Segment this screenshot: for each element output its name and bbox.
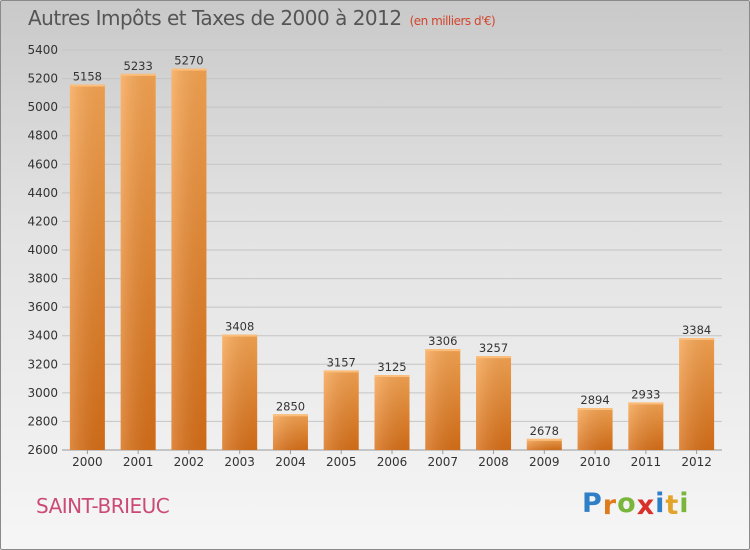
bar-top-edge (374, 375, 410, 377)
bar-value-label: 2850 (276, 399, 305, 413)
bar-highlight (222, 334, 258, 450)
bar-highlight (374, 375, 410, 450)
bar-2006 (374, 375, 410, 450)
bar-highlight (272, 414, 308, 450)
y-tick-label: 4200 (27, 214, 58, 228)
bar-2002 (171, 68, 207, 451)
bar-top-edge (679, 338, 715, 340)
x-tick-label: 2010 (580, 455, 611, 469)
bar-highlight (120, 73, 156, 450)
x-tick-label: 2000 (72, 455, 103, 469)
bar-highlight (476, 356, 512, 450)
x-tick-label: 2007 (427, 455, 458, 469)
bar-2009 (526, 438, 562, 450)
x-tick-label: 2011 (631, 455, 662, 469)
bar-value-label: 5270 (174, 54, 203, 68)
bar-2003 (222, 334, 258, 450)
bar-highlight (526, 438, 562, 450)
chart-title: Autres Impôts et Taxes de 2000 à 2012 (en… (28, 6, 496, 30)
bar-highlight (577, 408, 613, 450)
chart-subtitle: (en milliers d'€) (409, 14, 496, 28)
x-axis: 2000 2001 2002 2003 2004 2005 2006 2007 2008 2009… (72, 450, 712, 469)
y-tick-label: 3400 (27, 329, 58, 343)
bar-highlight (323, 370, 359, 450)
bar-2001 (120, 73, 156, 450)
bar-top-edge (171, 68, 207, 71)
x-tick-label: 2001 (123, 455, 154, 469)
y-tick-label: 2600 (27, 443, 58, 457)
bar-top-edge (628, 402, 664, 405)
y-tick-label: 3000 (27, 386, 58, 400)
logo-letter: r (602, 490, 618, 521)
x-tick-label: 2009 (529, 455, 560, 469)
x-tick-label: 2006 (377, 455, 408, 469)
bar-value-label: 3257 (479, 341, 508, 355)
bar-highlight (171, 68, 207, 451)
bar-top-edge (476, 356, 512, 359)
y-tick-label: 5400 (27, 43, 58, 57)
y-tick-label: 5000 (27, 100, 58, 114)
bar-value-label: 5233 (124, 59, 153, 73)
bar-top-edge (69, 84, 105, 87)
bar-top-edge (222, 334, 258, 337)
bar-value-label: 5158 (73, 70, 102, 84)
bar-top-edge (120, 73, 156, 76)
bars: 5158 5233 5270 3408 2850 3157 3125 3306 3257 2678… (69, 54, 715, 451)
bar-highlight (425, 349, 461, 450)
x-tick-label: 2004 (275, 455, 306, 469)
y-tick-label: 3600 (27, 300, 58, 314)
bar-highlight (679, 338, 715, 450)
city-name: SAINT-BRIEUC (36, 494, 170, 518)
bar-top-edge (577, 408, 613, 410)
logo-letter: o (617, 488, 637, 519)
y-tick-label: 4600 (27, 157, 58, 171)
x-tick-label: 2003 (224, 455, 255, 469)
chart-title-text: Autres Impôts et Taxes de 2000 à 2012 (28, 6, 402, 30)
bar-2000 (69, 84, 105, 451)
bar-2005 (323, 370, 359, 450)
y-tick-label: 3800 (27, 272, 58, 286)
bar-highlight (628, 402, 664, 450)
y-tick-label: 2800 (27, 414, 58, 428)
y-tick-label: 4000 (27, 243, 58, 257)
y-tick-label: 3200 (27, 357, 58, 371)
bar-top-edge (526, 438, 562, 441)
bar-highlight (69, 84, 105, 451)
bar-top-edge (323, 370, 359, 373)
y-tick-label: 4400 (27, 186, 58, 200)
x-tick-label: 2002 (174, 455, 205, 469)
bar-value-label: 3125 (377, 360, 406, 374)
x-tick-label: 2012 (681, 455, 712, 469)
logo-letter: x (636, 490, 656, 521)
bar-value-label: 3384 (682, 323, 711, 337)
bar-2007 (425, 349, 461, 450)
bar-2012 (679, 338, 715, 450)
x-tick-label: 2005 (326, 455, 357, 469)
y-tick-label: 4800 (27, 129, 58, 143)
logo-letter: P (582, 488, 603, 519)
y-tick-label: 5200 (27, 72, 58, 86)
logo-letter: i (655, 488, 666, 519)
bar-value-label: 3306 (428, 334, 457, 348)
bar-2004 (272, 414, 308, 450)
bar-top-edge (272, 414, 308, 417)
bar-2010 (577, 408, 613, 450)
logo-letter: i (679, 488, 690, 519)
bar-value-label: 2933 (631, 387, 660, 401)
bar-value-label: 3408 (225, 320, 254, 334)
bar-2008 (476, 356, 512, 450)
proxiti-logo: Proxiti (582, 488, 690, 521)
bar-value-label: 2678 (530, 424, 559, 438)
x-tick-label: 2008 (478, 455, 509, 469)
bar-2011 (628, 402, 664, 450)
bar-value-label: 3157 (327, 355, 356, 369)
bar-top-edge (425, 349, 461, 352)
logo-letter: t (665, 490, 680, 521)
bar-value-label: 2894 (580, 393, 609, 407)
